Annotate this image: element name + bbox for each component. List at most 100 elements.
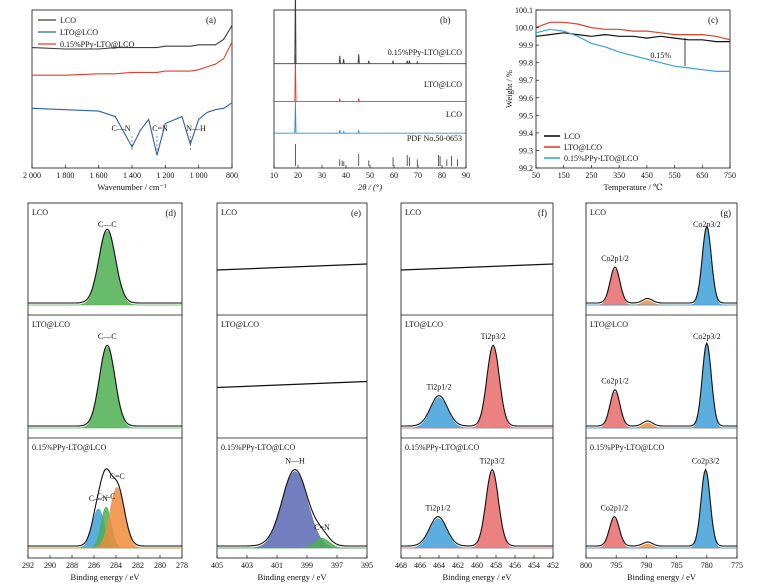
annotation-n-h: N—H bbox=[186, 124, 206, 133]
ftir-curve bbox=[31, 25, 233, 50]
panel-b-xticks: 10 20 30 40 50 60 70 80 90 bbox=[270, 165, 470, 180]
y-tick-label: 99.8 bbox=[519, 59, 533, 68]
y-tick-label: 99.7 bbox=[519, 76, 533, 85]
baseline-fit bbox=[216, 380, 368, 389]
x-tick-label: 2 000 bbox=[23, 171, 41, 180]
y-tick-label: 99.9 bbox=[519, 41, 533, 50]
xrd-pattern bbox=[274, 101, 466, 134]
legend-label-lto: LTO@LCO bbox=[564, 143, 602, 152]
y-tick-label: 99.3 bbox=[519, 146, 533, 155]
x-tick-label: 403 bbox=[241, 561, 253, 570]
x-tick-label: 405 bbox=[211, 561, 223, 570]
peak-label: C—C bbox=[98, 220, 117, 229]
panel-b-curves bbox=[274, 0, 466, 166]
x-tick-label: 458 bbox=[490, 561, 502, 570]
x-tick-label: 286 bbox=[88, 561, 100, 570]
envelope-fit bbox=[586, 341, 737, 427]
fit-component bbox=[28, 346, 182, 429]
x-tick-label: 468 bbox=[395, 561, 407, 570]
fit-component bbox=[401, 471, 553, 549]
curve-label-pdf: PDF No.50-0653 bbox=[407, 134, 462, 143]
panel-c-xlabel: Temperature / ℃ bbox=[604, 182, 663, 192]
x-tick-label: 70 bbox=[414, 171, 422, 180]
x-tick-label: 1 200 bbox=[156, 171, 174, 180]
x-tick-label: 350 bbox=[613, 171, 625, 180]
x-tick-label: 292 bbox=[22, 561, 34, 570]
fit-component bbox=[217, 537, 367, 549]
panel-a-legend: LCO LTO@LCO 0.15%PPy-LTO@LCO bbox=[38, 16, 134, 49]
x-tick-label: 462 bbox=[452, 561, 464, 570]
envelope-fit bbox=[586, 225, 737, 304]
panel-b-xlabel: 2θ / (°) bbox=[358, 182, 382, 192]
x-tick-label: 150 bbox=[558, 171, 570, 180]
annotation-c-eq-n: C=N bbox=[152, 124, 168, 133]
x-tick-label: 280 bbox=[154, 561, 166, 570]
x-tick-label: 401 bbox=[271, 561, 283, 570]
curve-label-lco: LCO bbox=[446, 110, 462, 119]
x-tick-label: 780 bbox=[701, 561, 713, 570]
sample-label: LCO bbox=[221, 208, 237, 217]
x-tick-label: 60 bbox=[390, 171, 398, 180]
envelope-fit bbox=[28, 468, 182, 547]
sample-label: LCO bbox=[590, 208, 606, 217]
legend-label-ppy: 0.15%PPy-LTO@LCO bbox=[564, 154, 638, 163]
xrd-pattern bbox=[274, 0, 466, 65]
peak-label: N—H bbox=[285, 457, 305, 466]
peak-label: Co2p3/2 bbox=[693, 220, 721, 229]
annotation-c-n: C—N bbox=[111, 124, 130, 133]
x-tick-label: 284 bbox=[110, 561, 122, 570]
sample-label: LTO@LCO bbox=[590, 320, 628, 329]
panel-tag: (f) bbox=[538, 208, 547, 218]
x-tick-label: 650 bbox=[696, 171, 708, 180]
y-tick-label: 99.4 bbox=[519, 129, 533, 138]
panel-a-tag: (a) bbox=[206, 15, 216, 25]
sample-label: LCO bbox=[405, 208, 421, 217]
annotation-weight-loss: 0.15% bbox=[650, 51, 671, 60]
panel-frame bbox=[400, 202, 554, 559]
x-tick-label: 1 000 bbox=[190, 171, 208, 180]
x-tick-label: 790 bbox=[640, 561, 652, 570]
y-tick-label: 99.6 bbox=[519, 94, 533, 103]
peak-label: C=C bbox=[110, 472, 125, 481]
x-tick-label: 775 bbox=[731, 561, 743, 570]
peak-label: C—N bbox=[89, 494, 108, 503]
envelope-fit bbox=[401, 344, 553, 427]
y-tick-label: 99.5 bbox=[519, 111, 533, 120]
x-tick-label: 80 bbox=[438, 171, 446, 180]
x-tick-label: 278 bbox=[176, 561, 188, 570]
x-tick-label: 395 bbox=[361, 561, 373, 570]
peak-label: C=N bbox=[314, 523, 330, 532]
x-tick-label: 1 800 bbox=[56, 171, 74, 180]
panel-frame bbox=[585, 202, 738, 559]
sample-label: LTO@LCO bbox=[221, 320, 259, 329]
fit-component bbox=[401, 518, 553, 549]
x-tick-label: 90 bbox=[462, 171, 470, 180]
y-tick-label: 100.1 bbox=[515, 6, 533, 15]
x-tick-label: 454 bbox=[528, 561, 540, 570]
sample-label: 0.15%PPy-LTO@LCO bbox=[32, 443, 106, 452]
legend-label-lco: LCO bbox=[60, 16, 76, 25]
ftir-curve bbox=[31, 102, 233, 156]
x-tick-label: 1 400 bbox=[123, 171, 141, 180]
y-tick-label: 99.2 bbox=[519, 164, 533, 173]
peak-label: Co2p1/2 bbox=[601, 254, 629, 263]
x-axis-title: Binding energy / eV bbox=[257, 572, 327, 582]
panel-c-ylabel: Weight / % bbox=[504, 70, 514, 108]
tga-curve bbox=[535, 28, 730, 72]
x-axis-title: Binding energy / eV bbox=[442, 572, 512, 582]
sample-label: 0.15%PPy-LTO@LCO bbox=[590, 443, 664, 452]
panel-b-frame bbox=[273, 9, 467, 169]
baseline-fit bbox=[400, 263, 554, 271]
panel-frame bbox=[27, 202, 183, 559]
envelope-fit bbox=[401, 468, 553, 547]
fit-component bbox=[28, 231, 182, 306]
peak-label: C—C bbox=[98, 332, 117, 341]
envelope-fit bbox=[28, 228, 182, 304]
peak-label: C—C bbox=[97, 492, 116, 501]
peak-label: Co2p1/2 bbox=[601, 377, 629, 386]
panel-a-curves bbox=[31, 25, 233, 156]
baseline-fit bbox=[216, 263, 368, 271]
fit-component bbox=[217, 471, 367, 549]
x-tick-label: 282 bbox=[132, 561, 144, 570]
